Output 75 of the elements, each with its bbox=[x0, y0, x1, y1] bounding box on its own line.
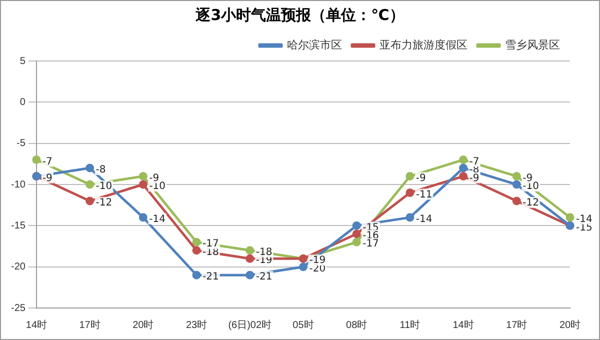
point bbox=[246, 246, 254, 255]
data-label: -9 bbox=[469, 172, 480, 184]
point bbox=[406, 172, 414, 181]
legend-label: 亚布力旅游度假区 bbox=[380, 38, 468, 52]
data-label: -8 bbox=[96, 164, 106, 176]
y-tick-label: 0 bbox=[20, 96, 26, 108]
x-tick-label: 08时 bbox=[346, 318, 368, 331]
data-label: -17 bbox=[362, 238, 379, 250]
point bbox=[138, 213, 148, 222]
data-label: -9 bbox=[416, 172, 426, 184]
x-tick-label: 11时 bbox=[400, 318, 420, 331]
point bbox=[32, 156, 41, 164]
data-label: -19 bbox=[256, 255, 272, 266]
data-label: -7 bbox=[42, 156, 52, 168]
data-label: -18 bbox=[202, 246, 219, 258]
data-label: -11 bbox=[416, 189, 432, 200]
data-label: -18 bbox=[256, 246, 272, 258]
point bbox=[352, 238, 361, 246]
x-tick-label: (6日)02时 bbox=[228, 318, 272, 331]
chart-title: 逐3小时气温预报（单位：℃） bbox=[194, 6, 406, 25]
legend-label: 雪乡风景区 bbox=[505, 38, 560, 52]
point bbox=[512, 196, 521, 206]
point bbox=[406, 188, 414, 197]
y-tick-label: -10 bbox=[11, 179, 26, 190]
data-label: -14 bbox=[416, 214, 432, 226]
point bbox=[566, 213, 574, 222]
data-label: -9 bbox=[149, 172, 160, 184]
data-label: -12 bbox=[522, 198, 539, 209]
point bbox=[298, 262, 308, 272]
data-label: -14 bbox=[576, 214, 592, 226]
point bbox=[352, 221, 361, 230]
data-label: -10 bbox=[96, 181, 112, 192]
data-label: -10 bbox=[149, 181, 166, 192]
point bbox=[192, 246, 201, 255]
data-label: -7 bbox=[469, 156, 480, 168]
data-label: -19 bbox=[309, 255, 326, 266]
x-tick-label: 23时 bbox=[186, 318, 208, 331]
point bbox=[459, 172, 468, 181]
data-label: -20 bbox=[309, 263, 326, 274]
point bbox=[86, 164, 94, 172]
point bbox=[246, 254, 254, 263]
data-label: -21 bbox=[202, 272, 219, 283]
y-tick-label: -25 bbox=[11, 302, 26, 314]
x-tick-label: 14时 bbox=[26, 318, 48, 331]
y-tick-label: -5 bbox=[16, 138, 26, 150]
point bbox=[86, 196, 94, 206]
data-label: -9 bbox=[42, 172, 52, 184]
point bbox=[192, 270, 201, 280]
data-label: -17 bbox=[202, 238, 219, 250]
x-tick-label: 20时 bbox=[559, 318, 581, 331]
y-tick-label: -20 bbox=[11, 262, 26, 273]
point bbox=[138, 172, 148, 181]
point bbox=[459, 164, 468, 172]
point bbox=[352, 230, 361, 238]
data-label: -21 bbox=[256, 272, 272, 283]
x-tick-label: 17时 bbox=[79, 318, 100, 331]
point bbox=[512, 180, 521, 189]
point bbox=[459, 156, 468, 164]
point bbox=[86, 180, 94, 189]
point bbox=[512, 172, 521, 181]
data-label: -9 bbox=[522, 172, 533, 184]
x-tick-label: 05时 bbox=[292, 318, 314, 331]
data-label: -10 bbox=[522, 181, 539, 192]
data-label: -12 bbox=[96, 198, 112, 209]
point bbox=[406, 213, 414, 222]
y-tick-label: 5 bbox=[20, 56, 26, 67]
y-tick-label: -15 bbox=[11, 220, 26, 232]
point bbox=[246, 270, 254, 280]
x-tick-label: 14时 bbox=[452, 318, 474, 331]
point bbox=[192, 238, 201, 246]
x-tick-label: 20时 bbox=[132, 318, 154, 331]
point bbox=[138, 180, 148, 189]
x-tick-label: 17时 bbox=[506, 318, 528, 331]
legend-label: 哈尔滨市区 bbox=[287, 38, 342, 52]
data-label: -14 bbox=[149, 214, 166, 226]
